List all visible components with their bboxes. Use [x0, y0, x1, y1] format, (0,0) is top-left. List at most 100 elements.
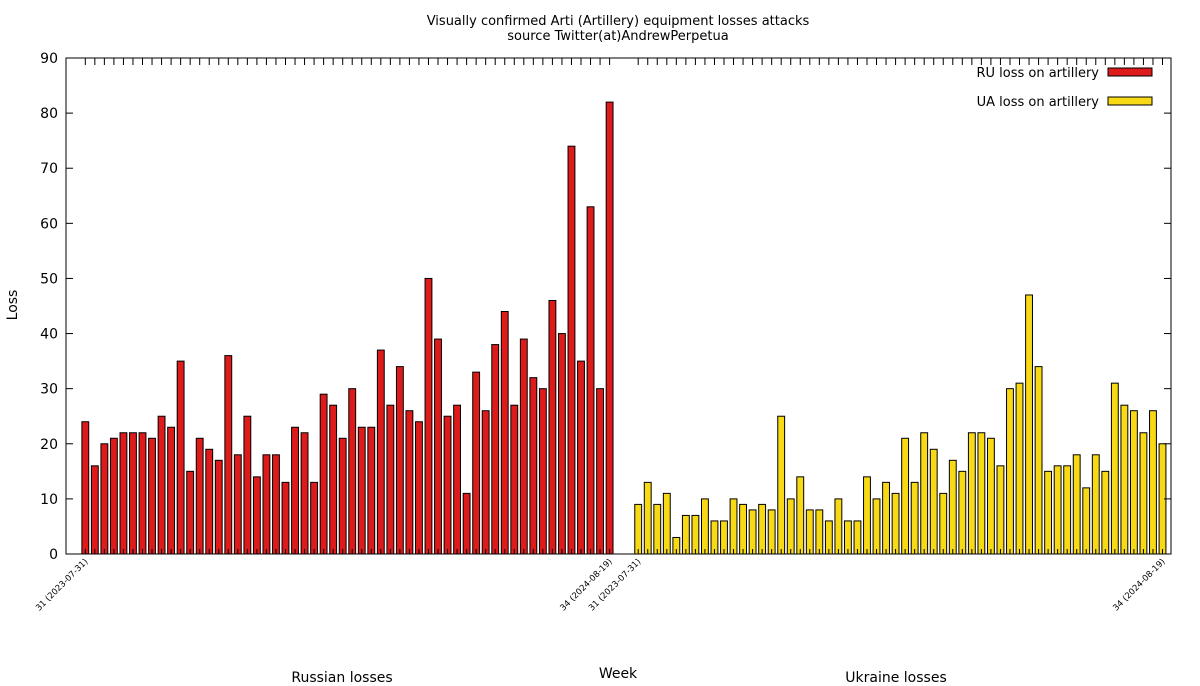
bar — [1063, 465, 1072, 555]
bar — [338, 437, 347, 555]
bar — [491, 344, 500, 555]
bar — [462, 492, 471, 555]
bar — [424, 277, 433, 555]
bars-layer — [81, 101, 1167, 555]
bar — [967, 432, 976, 555]
bar — [1129, 410, 1138, 555]
bar — [281, 481, 290, 555]
legend: RU loss on artillery UA loss on artillery — [976, 66, 1153, 110]
bar — [176, 360, 185, 555]
bar — [1101, 470, 1110, 555]
bar — [262, 454, 271, 555]
bar — [863, 476, 871, 555]
bar — [796, 476, 805, 555]
x-tick-label: 34 (2024-08-19) — [1111, 557, 1167, 613]
y-axis-title: Loss — [5, 290, 21, 321]
bar — [405, 410, 414, 555]
bar — [386, 404, 395, 555]
chart-title-line-1: Visually confirmed Arti (Artillery) equi… — [427, 14, 810, 29]
chart-title-line-2: source Twitter(at)AndrewPerpetua — [507, 29, 728, 44]
y-tick-label: 30 — [40, 382, 58, 398]
bar — [90, 465, 99, 555]
bar — [167, 426, 176, 555]
bar — [643, 481, 652, 555]
bar — [739, 503, 747, 555]
bar — [986, 437, 995, 555]
y-tick-label: 0 — [49, 547, 58, 563]
y-tick-label: 40 — [40, 327, 58, 343]
bar — [1006, 388, 1014, 555]
bar — [815, 509, 824, 555]
bar — [786, 498, 795, 555]
y-tick-label: 10 — [40, 492, 58, 508]
bar — [1015, 382, 1024, 555]
bar — [882, 481, 890, 555]
bar — [948, 459, 957, 555]
bar — [977, 432, 986, 555]
legend-swatch — [1107, 96, 1153, 106]
bar — [758, 503, 767, 555]
bar — [834, 498, 843, 555]
bar — [958, 470, 967, 555]
bar — [920, 432, 929, 555]
bar — [1072, 454, 1081, 555]
bar — [81, 421, 90, 555]
bar — [1082, 487, 1091, 555]
x-tick-label: 31 (2023-07-31) — [34, 557, 90, 613]
bar — [681, 514, 690, 555]
bar — [777, 415, 786, 555]
bar — [100, 443, 109, 555]
bar — [529, 377, 538, 555]
bar — [1091, 454, 1100, 555]
bar — [348, 388, 357, 555]
x-tick-label: 31 (2023-07-31) — [587, 557, 643, 613]
bar — [329, 404, 338, 555]
bar — [243, 415, 252, 555]
bar — [872, 498, 881, 555]
bar — [109, 437, 118, 555]
bar — [395, 366, 404, 555]
bar — [596, 388, 604, 555]
bar — [691, 514, 700, 555]
bar — [729, 498, 738, 555]
bar — [767, 509, 776, 555]
bar — [1149, 410, 1157, 555]
group-label-ukraine: Ukraine losses — [845, 670, 946, 686]
bar — [186, 470, 195, 555]
bar — [1120, 404, 1129, 555]
bar — [357, 426, 366, 555]
y-tick-label: 70 — [40, 161, 58, 177]
y-tick-label: 20 — [40, 437, 58, 453]
bar — [939, 492, 948, 555]
bar — [376, 349, 385, 555]
bar — [138, 432, 147, 555]
bar — [538, 388, 547, 555]
bar — [1110, 382, 1119, 555]
bar — [548, 299, 557, 555]
bar — [415, 421, 423, 555]
bar — [519, 338, 528, 555]
bar — [700, 498, 709, 555]
bar — [252, 476, 261, 555]
bar — [1053, 465, 1062, 555]
bar — [748, 509, 757, 555]
bar — [472, 371, 481, 555]
bar — [567, 145, 576, 555]
bar — [434, 338, 442, 555]
legend-swatch — [1107, 67, 1153, 77]
bar — [205, 448, 214, 555]
x-axis-title: Week — [599, 666, 638, 682]
bar — [291, 426, 299, 555]
bar — [129, 432, 137, 555]
bar — [233, 454, 242, 555]
plot-frame — [65, 57, 1172, 555]
bar — [910, 481, 919, 555]
bar — [214, 459, 223, 555]
bar — [195, 437, 204, 555]
bar — [634, 503, 643, 555]
y-tick-label: 80 — [40, 106, 58, 122]
bar — [1025, 294, 1033, 555]
bar — [577, 360, 585, 555]
x-tick-label: 34 (2024-08-19) — [558, 557, 614, 613]
bar — [148, 437, 156, 555]
